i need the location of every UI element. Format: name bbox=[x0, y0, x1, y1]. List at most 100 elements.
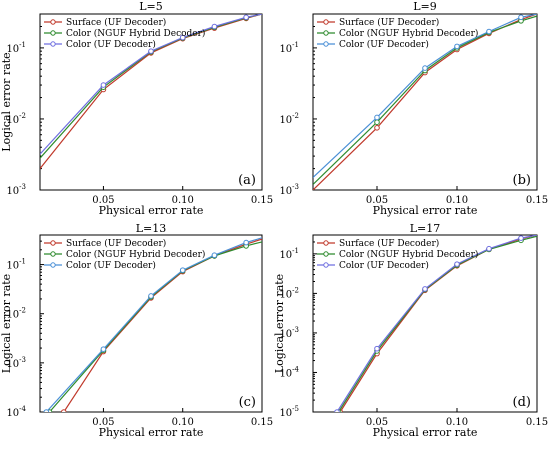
x-axis-label: Physical error rate bbox=[373, 426, 478, 439]
y-tick-base: 10 bbox=[279, 329, 292, 340]
y-axis-label: Logical error rate bbox=[0, 52, 13, 151]
y-tick-label: 10-3 bbox=[6, 183, 26, 197]
legend-marker bbox=[323, 251, 329, 257]
y-tick-exponent: -1 bbox=[19, 41, 26, 49]
data-point bbox=[179, 34, 186, 41]
data-point bbox=[43, 409, 50, 412]
legend: Surface (UF Decoder)Color (NGUF Hybrid D… bbox=[44, 17, 205, 50]
data-point bbox=[454, 43, 460, 50]
x-axis-label: Physical error rate bbox=[99, 204, 204, 217]
plot-frame bbox=[39, 234, 263, 413]
legend-label: Color (NGUF Hybrid Decoder) bbox=[66, 249, 205, 260]
data-point bbox=[454, 261, 460, 267]
legend-label: Color (NGUF Hybrid Decoder) bbox=[66, 28, 205, 39]
panel-title: L=17 bbox=[410, 222, 441, 235]
legend-marker bbox=[323, 19, 329, 25]
panel-label: (d) bbox=[513, 395, 531, 410]
data-point bbox=[374, 119, 380, 126]
panel-label: (a) bbox=[238, 173, 256, 188]
panel-label: (b) bbox=[513, 173, 531, 188]
data-point bbox=[243, 239, 249, 246]
legend-label: Surface (UF Decoder) bbox=[339, 17, 439, 28]
legend-label: Color (UF Decoder) bbox=[339, 260, 429, 271]
x-tick-label: 0.05 bbox=[92, 417, 114, 428]
x-tick-label: 0.05 bbox=[366, 195, 388, 206]
y-axis-label: Logical error rate bbox=[0, 274, 13, 373]
y-tick-label: 10-2 bbox=[279, 112, 299, 126]
y-tick-base: 10 bbox=[279, 115, 292, 126]
y-tick-exponent: -3 bbox=[292, 326, 299, 334]
legend: Surface (UF Decoder)Color (NGUF Hybrid D… bbox=[317, 17, 478, 50]
data-point bbox=[100, 346, 107, 352]
legend-label: Color (UF Decoder) bbox=[339, 39, 429, 50]
panel-title: L=5 bbox=[139, 0, 163, 13]
y-tick-exponent: -1 bbox=[292, 247, 299, 255]
x-tick-label: 0.05 bbox=[366, 417, 388, 428]
x-tick-label: 0.05 bbox=[92, 195, 114, 206]
series-group bbox=[313, 14, 537, 190]
legend-marker bbox=[50, 19, 56, 25]
y-tick-exponent: -3 bbox=[19, 183, 26, 191]
data-point bbox=[374, 114, 380, 121]
panel-label: (c) bbox=[239, 395, 256, 410]
y-tick-exponent: -2 bbox=[292, 112, 299, 120]
series-group bbox=[334, 235, 537, 412]
y-tick-base: 10 bbox=[6, 310, 19, 321]
y-tick-base: 10 bbox=[279, 368, 292, 379]
legend-label: Surface (UF Decoder) bbox=[66, 17, 166, 28]
legend-label: Color (UF Decoder) bbox=[66, 39, 156, 50]
y-tick-exponent: -4 bbox=[19, 405, 26, 413]
y-tick-base: 10 bbox=[279, 44, 292, 55]
y-axis-label: Logical error rate bbox=[273, 274, 286, 373]
x-tick-label: 0.10 bbox=[172, 417, 194, 428]
y-tick-exponent: -5 bbox=[292, 405, 299, 413]
series-group bbox=[43, 237, 262, 412]
legend: Surface (UF Decoder)Color (NGUF Hybrid D… bbox=[44, 238, 205, 271]
data-point bbox=[211, 23, 218, 30]
data-point bbox=[486, 245, 492, 252]
legend-marker bbox=[50, 251, 56, 257]
x-tick-label: 0.10 bbox=[172, 195, 194, 206]
y-tick-base: 10 bbox=[6, 359, 19, 370]
panel-3: L=130.05 0.10 0.1510-410-310-210-1Physical… bbox=[0, 222, 273, 439]
data-point bbox=[100, 82, 107, 88]
plot-frame bbox=[39, 13, 263, 191]
x-tick-label: 0.15 bbox=[526, 195, 548, 206]
legend: Surface (UF Decoder)Color (NGUF Hybrid D… bbox=[317, 238, 478, 271]
legend-marker bbox=[50, 30, 56, 36]
data-point bbox=[374, 345, 380, 352]
y-tick-exponent: -2 bbox=[292, 286, 299, 294]
y-tick-base: 10 bbox=[6, 115, 19, 126]
legend-label: Surface (UF Decoder) bbox=[66, 238, 166, 249]
data-point bbox=[422, 286, 428, 292]
y-tick-base: 10 bbox=[6, 408, 19, 419]
data-point bbox=[179, 267, 186, 273]
legend-label: Surface (UF Decoder) bbox=[339, 238, 439, 249]
data-point bbox=[518, 235, 524, 241]
y-tick-exponent: -3 bbox=[19, 356, 26, 364]
data-point bbox=[243, 14, 249, 21]
y-tick-label: 10-1 bbox=[6, 258, 26, 272]
legend-label: Color (UF Decoder) bbox=[66, 260, 156, 271]
y-tick-exponent: -3 bbox=[292, 183, 299, 191]
y-tick-base: 10 bbox=[6, 261, 19, 272]
y-tick-label: 10-4 bbox=[6, 405, 26, 419]
x-tick-label: 0.15 bbox=[251, 417, 273, 428]
y-tick-label: 10-4 bbox=[279, 365, 299, 379]
y-tick-base: 10 bbox=[279, 250, 292, 261]
legend-marker bbox=[50, 41, 56, 47]
plot-frame bbox=[312, 13, 538, 191]
data-point bbox=[60, 409, 67, 412]
y-tick-base: 10 bbox=[279, 186, 292, 197]
x-tick-label: 0.10 bbox=[446, 417, 468, 428]
data-point bbox=[148, 48, 154, 54]
y-tick-label: 10-2 bbox=[279, 286, 299, 300]
plot-frame bbox=[312, 234, 538, 413]
y-tick-exponent: -2 bbox=[19, 112, 26, 120]
y-tick-label: 10-5 bbox=[279, 405, 299, 419]
legend-label: Color (NGUF Hybrid Decoder) bbox=[339, 249, 478, 260]
panel-4: L=170.05 0.10 0.1510-510-410-310-210-1Phys… bbox=[273, 222, 548, 439]
